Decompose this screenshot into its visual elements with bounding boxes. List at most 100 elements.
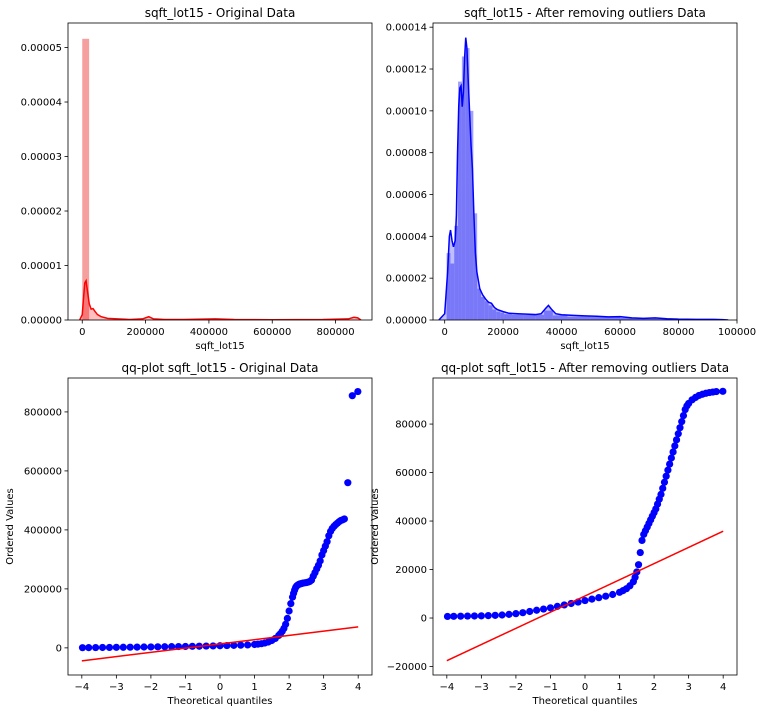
axes-frame [67, 22, 373, 321]
qq-point [638, 536, 646, 545]
qq-point [119, 643, 127, 651]
y-tick-label: 0.00002 [21, 207, 62, 218]
kde-line [79, 278, 362, 320]
qq-point [667, 454, 675, 462]
x-axis-label: sqft_lot15 [195, 341, 244, 352]
qq-point [154, 643, 162, 651]
plot-area [443, 387, 727, 662]
kde-line [438, 37, 729, 320]
qq-point [282, 620, 290, 628]
histogram-bar [446, 253, 451, 320]
x-tick-label: 3 [685, 682, 691, 693]
qq-point [539, 605, 548, 613]
x-tick-label: −1 [543, 682, 558, 693]
qq-point [344, 479, 352, 487]
qq-point [609, 590, 617, 599]
y-tick-label: 0.00005 [21, 43, 62, 54]
x-tick-label: 40000 [546, 327, 578, 338]
qq-point [283, 614, 291, 622]
qq-point [140, 643, 148, 651]
qq-point [676, 424, 684, 432]
qq-point [498, 611, 506, 619]
y-tick-label: 0.00000 [21, 316, 62, 327]
qq-point [657, 490, 665, 498]
qq-point [147, 643, 155, 651]
qq-point [484, 612, 492, 620]
x-tick-label: 0 [79, 327, 85, 338]
kde-fill [79, 280, 361, 320]
y-tick-label: 0 [421, 614, 427, 625]
chart-title: sqft_lot15 - Original Data [145, 6, 296, 20]
chart-title: qq-plot sqft_lot15 - After removing outl… [441, 361, 729, 375]
qq-point [659, 484, 667, 492]
qq-point [105, 643, 114, 652]
x-tick-label: −3 [109, 682, 124, 693]
histogram-bar [450, 263, 455, 320]
histogram-bar [649, 318, 679, 320]
qq-point [491, 611, 499, 619]
x-tick-label: 800000 [316, 327, 354, 338]
y-tick-label: 40000 [395, 517, 427, 528]
qq-point [664, 466, 672, 474]
qq-point [316, 557, 324, 565]
qq-point [126, 643, 134, 651]
qq-point [679, 411, 688, 420]
qq-point [712, 387, 720, 396]
qq-point [672, 436, 681, 444]
qq-point [519, 609, 527, 617]
panel-top-left: 0 200000 400000 600000 800000 0.00000 0.00001 0… [21, 6, 373, 352]
x-tick-label: −4 [74, 682, 89, 693]
x-axis-label: Theoretical quantiles [166, 696, 272, 707]
x-tick-label: 200000 [126, 327, 164, 338]
qq-point [323, 538, 331, 546]
axes-frame [432, 22, 738, 321]
x-tick-label: −3 [474, 682, 489, 693]
y-tick-label: 0.00003 [21, 152, 62, 163]
y-tick-label: −20000 [387, 662, 427, 673]
x-tick-label: 60000 [604, 327, 636, 338]
qq-point [602, 592, 610, 600]
histogram-bar [481, 296, 485, 320]
qq-point [636, 548, 644, 557]
chart-title: qq-plot sqft_lot15 - Original Data [122, 361, 319, 375]
qq-point [674, 430, 682, 438]
qq-point [526, 607, 534, 616]
histogram-bar [465, 48, 470, 320]
kde-fill [438, 37, 729, 320]
histogram-bar [458, 81, 462, 320]
histogram-bar [552, 315, 568, 320]
histogram-bar [488, 305, 493, 320]
qq-point [443, 612, 452, 621]
x-tick-label: 1 [251, 682, 257, 693]
panel-bottom-right: −4 −3 −2 −1 0 1 2 3 4 −20000 0 20000 40000 60000 80000… [370, 361, 738, 707]
qq-point [662, 472, 670, 480]
x-tick-label: 600000 [253, 327, 291, 338]
x-tick-label: 4 [355, 682, 361, 693]
qq-point [505, 610, 513, 618]
qq-point [678, 418, 686, 426]
histogram-bar [590, 317, 621, 320]
qq-point [230, 641, 238, 649]
y-tick-label: 0.00004 [386, 232, 427, 243]
x-tick-label: 1 [616, 682, 622, 693]
x-tick-label: 3 [320, 682, 326, 693]
histogram-bar [523, 314, 536, 320]
qq-point [133, 643, 141, 651]
qq-point [477, 612, 485, 620]
qq-point [595, 594, 603, 602]
x-tick-label: 20000 [487, 327, 519, 338]
qq-point [244, 641, 252, 649]
x-tick-label: −1 [178, 682, 193, 693]
y-tick-label: 0.00004 [21, 98, 62, 109]
histogram-bar [567, 316, 591, 320]
y-tick-label: 0 [56, 643, 62, 654]
qq-point [92, 643, 100, 652]
histogram-bar [503, 314, 512, 320]
panel-top-right: 0 20000 40000 60000 80000 100000 0.00000 0.0000… [386, 6, 756, 352]
x-tick-label: −2 [144, 682, 159, 693]
x-tick-label: 4 [720, 682, 726, 693]
histogram-bar [484, 301, 489, 320]
histogram-bar [620, 317, 650, 320]
qq-point [340, 515, 348, 523]
histogram-bar [544, 310, 553, 320]
